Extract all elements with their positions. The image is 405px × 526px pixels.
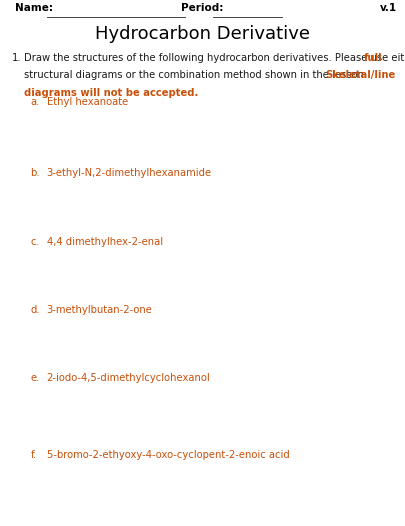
Text: 2-iodo-4,5-dimethylcyclohexanol: 2-iodo-4,5-dimethylcyclohexanol — [47, 373, 210, 383]
Text: 3-ethyl-N,2-dimethylhexanamide: 3-ethyl-N,2-dimethylhexanamide — [47, 168, 211, 178]
Text: d.: d. — [30, 305, 40, 315]
Text: 1.: 1. — [12, 53, 22, 63]
Text: e.: e. — [30, 373, 40, 383]
Text: structural diagrams or the combination method shown in the lesson.: structural diagrams or the combination m… — [23, 70, 369, 80]
Text: Draw the structures of the following hydrocarbon derivatives. Please use either: Draw the structures of the following hyd… — [23, 53, 405, 63]
Text: Skeletal/line: Skeletal/line — [324, 70, 394, 80]
Text: Hydrocarbon Derivative: Hydrocarbon Derivative — [95, 25, 310, 43]
Text: 5-bromo-2-ethyoxy-4-oxo-cyclopent-2-enoic acid: 5-bromo-2-ethyoxy-4-oxo-cyclopent-2-enoi… — [47, 450, 289, 460]
Text: 3-methylbutan-2-one: 3-methylbutan-2-one — [47, 305, 152, 315]
Text: Period:: Period: — [180, 3, 222, 13]
Text: a.: a. — [30, 97, 40, 107]
Text: f.: f. — [30, 450, 36, 460]
Text: Name:: Name: — [15, 3, 53, 13]
Text: 4,4 dimethylhex-2-enal: 4,4 dimethylhex-2-enal — [47, 237, 162, 247]
Text: v.1: v.1 — [379, 3, 396, 13]
Text: Ethyl hexanoate: Ethyl hexanoate — [47, 97, 128, 107]
Text: full: full — [363, 53, 382, 63]
Text: diagrams will not be accepted.: diagrams will not be accepted. — [23, 88, 197, 98]
Text: b.: b. — [30, 168, 40, 178]
Text: c.: c. — [30, 237, 39, 247]
